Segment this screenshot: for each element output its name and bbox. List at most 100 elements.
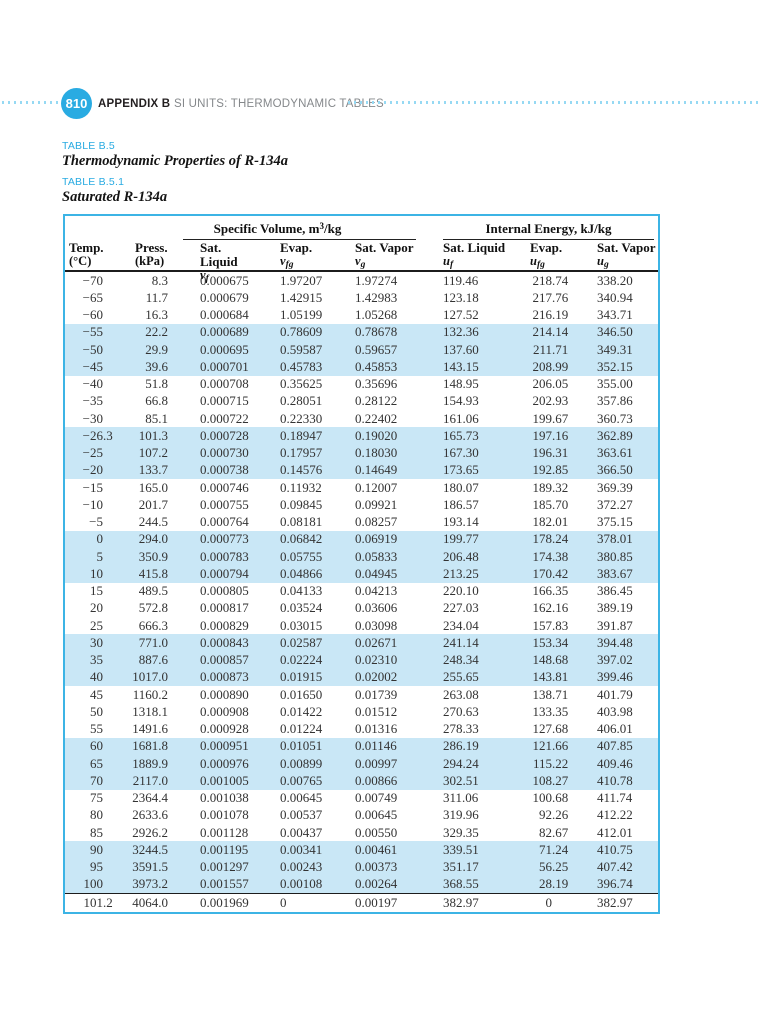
table-cell: 2117.0 (132, 772, 168, 788)
table-row: 65 1889.9 0.000976 0.00899 0.00997 294.24 115.… (65, 755, 658, 773)
table-cell: 339.51 (443, 841, 479, 857)
table-row: −25 107.2 0.000730 0.17957 0.18030 167.30 196.… (65, 444, 658, 462)
table-cell: 165.73 (443, 427, 479, 443)
table-cell: 85.1 (145, 410, 168, 426)
table-cell: 407.42 (597, 859, 633, 875)
table-cell: 0.000890 (200, 686, 249, 702)
table-cell: 409.46 (597, 755, 633, 771)
table-cell: 411.74 (597, 790, 633, 806)
table-cell: 0.000951 (200, 738, 249, 754)
table-cell: 56.25 (539, 859, 569, 875)
table-cell: 375.15 (597, 514, 633, 530)
table-title: Thermodynamic Properties of R-134a (62, 153, 288, 169)
table-cell: 0.000928 (200, 721, 249, 737)
table-cell: 406.01 (597, 721, 633, 737)
table-cell: 5 (96, 548, 104, 564)
table-cell: 363.61 (597, 445, 633, 461)
table-row: −60 16.3 0.000684 1.05199 1.05268 127.52 216.1… (65, 307, 658, 324)
table-cell: 10 (90, 565, 103, 581)
table-cell: 0.00645 (280, 790, 323, 806)
table-cell: 410.75 (597, 841, 633, 857)
table-cell: 143.81 (532, 669, 569, 685)
column-header: Evap. vfg (280, 240, 313, 271)
table-cell: 0.000805 (200, 583, 249, 599)
table-cell: 397.02 (597, 652, 633, 668)
table-cell: 178.24 (532, 531, 569, 547)
table-cell: 0.12007 (355, 479, 398, 495)
table-cell: 16.3 (145, 307, 168, 323)
table-cell: 0.22330 (280, 410, 323, 426)
table-cell: 340.94 (597, 289, 633, 305)
table-cell: 0.001195 (200, 841, 249, 857)
table-cell: 0.000684 (200, 307, 249, 323)
subtable-label: TABLE B.5.1 (62, 176, 125, 188)
table-cell: 0.000794 (200, 565, 249, 581)
table-row: 95 3591.5 0.001297 0.00243 0.00373 351.17 56.2… (65, 858, 658, 876)
table-cell: 0.000817 (200, 600, 249, 616)
table-cell: 0.01224 (280, 721, 323, 737)
table-cell: 360.73 (597, 410, 633, 426)
table-cell: 0.11932 (280, 479, 322, 495)
table-cell: 193.14 (443, 514, 479, 530)
column-header-row: Temp. (°C) Press. (kPa) Sat. Liquid vf Evap. vf… (65, 241, 658, 286)
table-cell: 0.00373 (355, 859, 398, 875)
table-cell: 0.000755 (200, 496, 249, 512)
table-cell: 206.48 (443, 548, 479, 564)
table-cell: 1160.2 (132, 686, 168, 702)
table-cell: 386.45 (597, 583, 633, 599)
table-cell: 1889.9 (132, 755, 168, 771)
table-row: 80 2633.6 0.001078 0.00537 0.00645 319.96 92.2… (65, 807, 658, 824)
table-cell: 0.28122 (355, 393, 398, 409)
table-cell: −55 (82, 324, 103, 340)
table-cell: 352.15 (597, 358, 633, 374)
table-cell: 50 (90, 703, 103, 719)
table-cell: 133.7 (138, 462, 168, 478)
table-cell: 0.00437 (280, 824, 323, 840)
table-cell: 0.05833 (355, 548, 398, 564)
table-cell: 0.03524 (280, 600, 323, 616)
table-cell: 0 (545, 894, 553, 910)
table-cell: 2926.2 (132, 824, 168, 840)
table-cell: 162.16 (532, 600, 569, 616)
table-cell: 329.35 (443, 824, 479, 840)
table-row: −55 22.2 0.000689 0.78609 0.78678 132.36 214.1… (65, 323, 658, 341)
table-cell: 255.65 (443, 669, 479, 685)
table-cell: 216.19 (532, 307, 569, 323)
table-cell: 0.22402 (355, 410, 398, 426)
table-cell: 196.31 (532, 445, 569, 461)
table-cell: 0.000722 (200, 410, 249, 426)
table-cell: 0.04866 (280, 565, 323, 581)
table-cell: 394.48 (597, 634, 633, 650)
table-cell: 270.63 (443, 703, 479, 719)
table-cell: 350.9 (138, 548, 168, 564)
table-cell: 0.35696 (355, 376, 398, 392)
table-cell: −5 (89, 514, 103, 530)
table-cell: 349.31 (597, 341, 633, 357)
table-cell: 0.001128 (200, 824, 249, 840)
table-row: 100 3973.2 0.001557 0.00108 0.00264 368.55 28.… (65, 875, 658, 893)
column-header: Sat. Vapor vg (355, 240, 414, 271)
table-cell: 0.01051 (280, 738, 323, 754)
table-cell: 1017.0 (132, 669, 168, 685)
table-cell: 3973.2 (132, 876, 168, 892)
table-cell: 0.000783 (200, 548, 249, 564)
table-cell: 127.68 (532, 721, 569, 737)
table-cell: 30 (90, 634, 103, 650)
table-cell: 0.000829 (200, 617, 249, 633)
table-cell: 227.03 (443, 600, 479, 616)
table-cell: 0.001005 (200, 772, 249, 788)
table-cell: 0.17957 (280, 445, 323, 461)
table-body: −70 8.3 0.000675 1.97207 1.97274 119.46 218.74… (65, 272, 658, 912)
table-cell: 11.7 (145, 289, 168, 305)
table-cell: 66.8 (145, 393, 168, 409)
table-cell: 0 (280, 894, 287, 910)
table-cell: 39.6 (145, 358, 168, 374)
column-header: Sat. Vapor ug (597, 240, 656, 271)
table-cell: 2364.4 (132, 790, 168, 806)
table-cell: 0.01316 (355, 721, 398, 737)
table-cell: 189.32 (532, 479, 569, 495)
table-cell: 217.76 (532, 289, 569, 305)
table-cell: 132.36 (443, 324, 479, 340)
table-cell: −15 (82, 479, 103, 495)
table-cell: 0.00899 (280, 755, 323, 771)
